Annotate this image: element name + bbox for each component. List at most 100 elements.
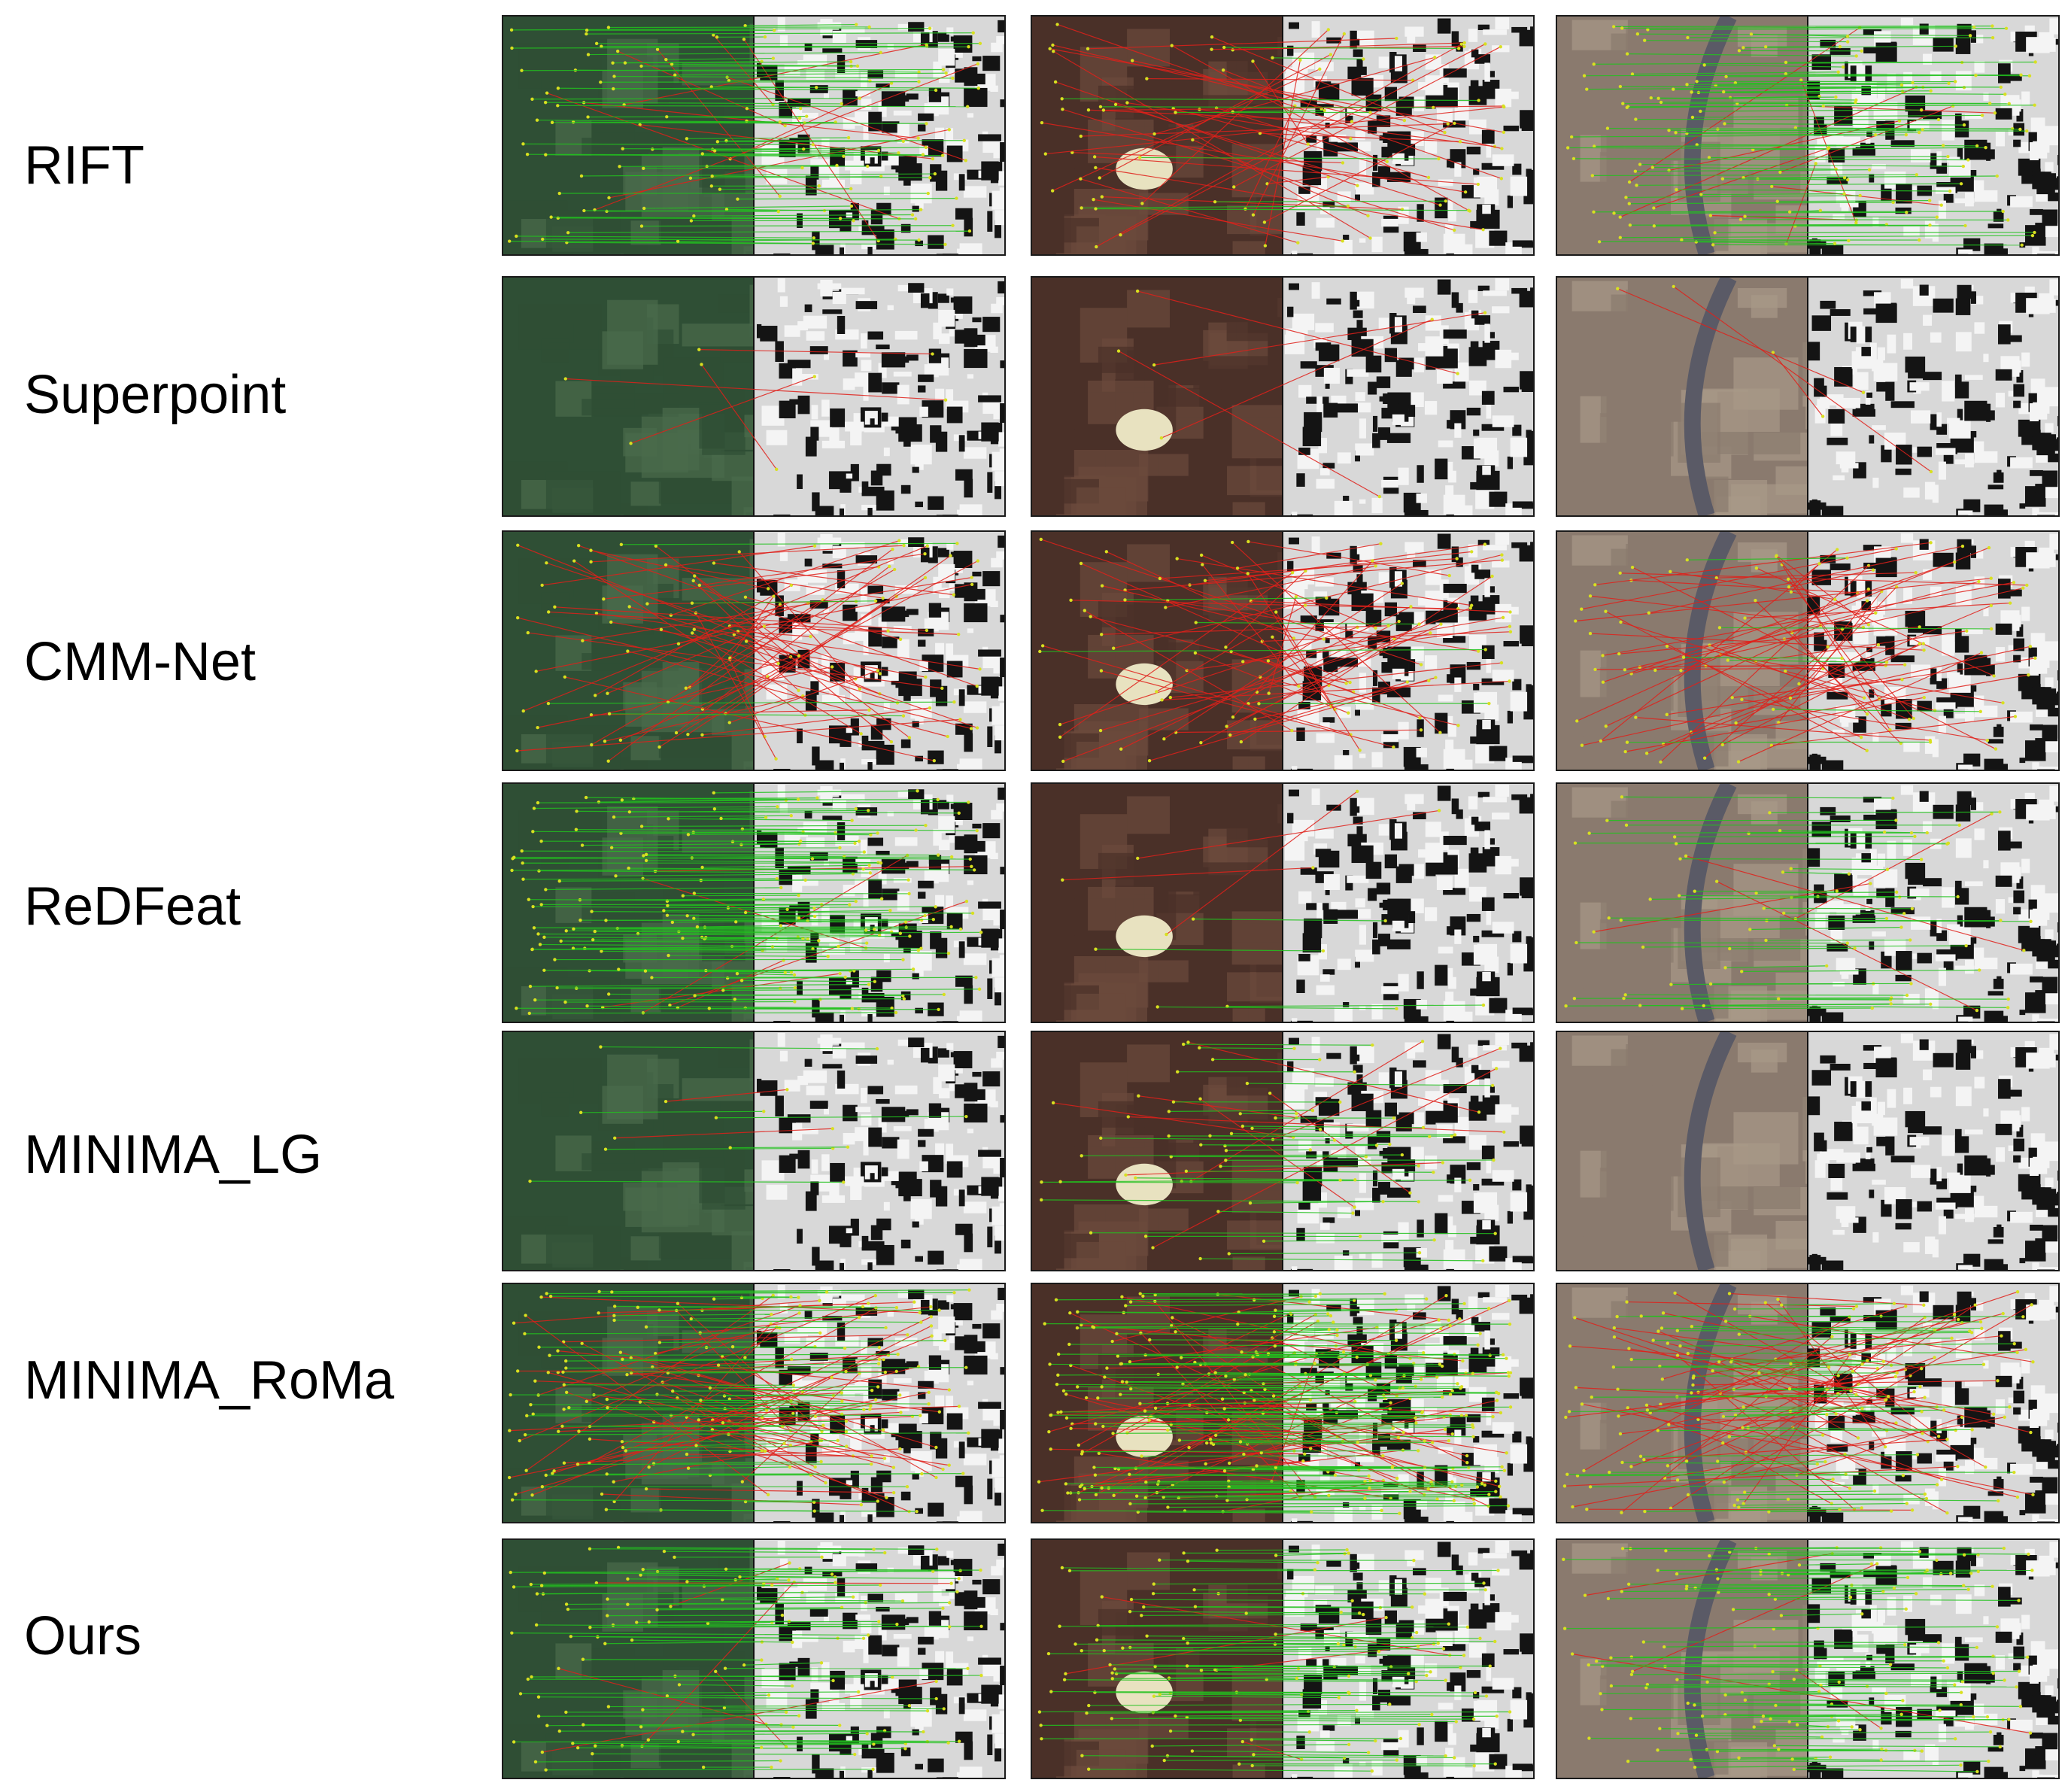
keypoint bbox=[1040, 1737, 1043, 1741]
keypoint bbox=[934, 1475, 938, 1480]
keypoint bbox=[564, 929, 568, 933]
keypoint bbox=[1098, 728, 1103, 733]
keypoint bbox=[664, 563, 668, 567]
keypoint bbox=[1073, 1642, 1077, 1646]
keypoint bbox=[1878, 1546, 1883, 1550]
keypoint bbox=[1881, 1359, 1886, 1363]
correct-match-line bbox=[679, 1684, 793, 1687]
wrong-match-line bbox=[1161, 319, 1432, 439]
keypoint bbox=[715, 35, 719, 39]
keypoint bbox=[540, 1485, 545, 1489]
keypoint bbox=[1096, 1396, 1100, 1400]
keypoint bbox=[576, 543, 581, 548]
correct-match-line bbox=[586, 797, 799, 800]
wrong-match-line bbox=[1755, 630, 1967, 662]
correct-match-line bbox=[1621, 1589, 1969, 1593]
keypoint bbox=[1083, 609, 1087, 612]
keypoint bbox=[901, 958, 905, 961]
correct-match-line bbox=[1678, 1478, 1833, 1481]
keypoint bbox=[712, 33, 715, 37]
wrong-match-line bbox=[1216, 107, 1387, 162]
keypoint bbox=[1848, 1595, 1853, 1599]
correct-match-line bbox=[1089, 1769, 1372, 1772]
keypoint bbox=[1999, 85, 2003, 90]
correct-match-line bbox=[1095, 208, 1469, 211]
keypoint bbox=[760, 59, 764, 63]
correct-match-line bbox=[1210, 1135, 1430, 1137]
keypoint bbox=[2025, 1655, 2030, 1659]
wrong-match-line bbox=[1666, 645, 1862, 738]
keypoint bbox=[1625, 105, 1629, 110]
keypoint bbox=[1858, 1728, 1862, 1732]
keypoint bbox=[1919, 108, 1924, 112]
keypoint bbox=[1471, 1435, 1475, 1438]
correct-match-line bbox=[648, 1739, 960, 1742]
keypoint bbox=[1252, 1753, 1256, 1757]
keypoint bbox=[580, 843, 585, 847]
keypoint bbox=[2001, 701, 2005, 705]
keypoint bbox=[1079, 177, 1083, 181]
keypoint bbox=[1475, 1485, 1480, 1489]
keypoint bbox=[516, 616, 520, 620]
keypoint bbox=[510, 1498, 515, 1502]
keypoint bbox=[710, 174, 714, 178]
keypoint bbox=[961, 1472, 965, 1475]
keypoint bbox=[857, 840, 861, 843]
keypoint bbox=[1966, 1587, 1970, 1591]
keypoint bbox=[1726, 658, 1730, 662]
keypoint bbox=[849, 187, 853, 191]
correct-match-line bbox=[1735, 82, 1902, 86]
keypoint bbox=[1100, 1595, 1104, 1599]
correct-match-line bbox=[559, 1730, 885, 1732]
keypoint bbox=[1991, 35, 1995, 40]
keypoint bbox=[676, 239, 680, 243]
correct-match-line bbox=[1125, 597, 1327, 601]
correct-match-line bbox=[687, 1581, 836, 1584]
keypoint bbox=[1920, 1410, 1924, 1414]
keypoint bbox=[2033, 656, 2037, 661]
correct-match-line bbox=[1647, 1684, 1821, 1686]
wrong-match-line bbox=[518, 617, 972, 729]
keypoint bbox=[1836, 548, 1839, 551]
keypoint bbox=[925, 1708, 930, 1713]
correct-match-line bbox=[1644, 40, 1848, 43]
keypoint bbox=[536, 800, 540, 805]
correct-match-line bbox=[1057, 1383, 1416, 1387]
keypoint bbox=[745, 107, 749, 111]
keypoint bbox=[1142, 1605, 1146, 1609]
keypoint bbox=[1901, 1474, 1906, 1478]
row-label-6: Ours bbox=[24, 1606, 142, 1666]
keypoint bbox=[955, 1590, 959, 1594]
correct-match-line bbox=[745, 910, 891, 913]
keypoint bbox=[920, 1472, 924, 1476]
wrong-match-line bbox=[1670, 571, 1836, 600]
keypoint bbox=[1972, 1715, 1975, 1719]
keypoint bbox=[553, 605, 557, 609]
keypoint bbox=[1985, 1715, 1990, 1719]
keypoint bbox=[1329, 53, 1333, 56]
keypoint bbox=[1153, 1299, 1157, 1304]
wrong-match-line bbox=[1795, 813, 1992, 919]
correct-match-line bbox=[1602, 1666, 1948, 1669]
wrong-match-line bbox=[1776, 555, 1869, 625]
keypoint bbox=[2033, 103, 2036, 107]
keypoint bbox=[1562, 1484, 1567, 1488]
keypoint bbox=[607, 712, 612, 716]
keypoint bbox=[760, 1745, 764, 1750]
keypoint bbox=[727, 78, 731, 83]
keypoint bbox=[1913, 1748, 1917, 1752]
keypoint bbox=[872, 1742, 876, 1746]
keypoint bbox=[1274, 610, 1278, 614]
correct-match-line bbox=[1691, 1326, 1982, 1329]
keypoint bbox=[1969, 1571, 1973, 1575]
keypoint bbox=[1119, 233, 1122, 237]
correct-match-line bbox=[1726, 1320, 1981, 1323]
keypoint bbox=[1316, 1319, 1320, 1323]
correct-match-line bbox=[1620, 235, 2033, 238]
correct-match-line bbox=[1687, 82, 1913, 85]
keypoint bbox=[1792, 1767, 1796, 1772]
correct-match-line bbox=[1061, 98, 1479, 102]
keypoint bbox=[546, 1371, 550, 1374]
keypoint bbox=[1067, 1342, 1071, 1347]
keypoint bbox=[1079, 561, 1083, 566]
